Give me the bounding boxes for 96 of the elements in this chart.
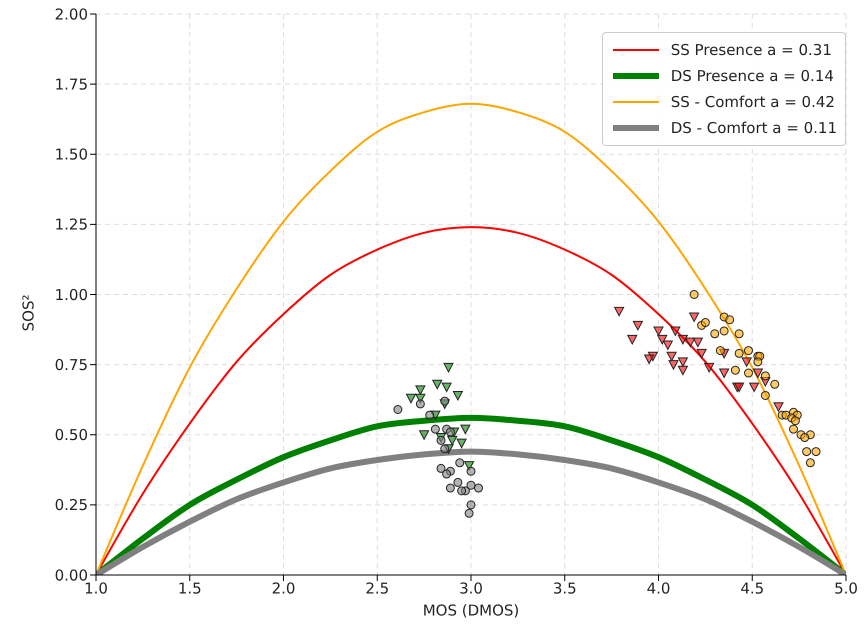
point xyxy=(436,464,446,473)
y-tick-label: 1.75 xyxy=(54,75,88,94)
point xyxy=(678,357,688,367)
point xyxy=(744,346,753,356)
y-tick-label: 1.25 xyxy=(54,216,88,234)
point xyxy=(689,312,700,322)
point xyxy=(474,484,483,493)
point xyxy=(654,326,664,336)
point xyxy=(632,320,643,330)
point xyxy=(685,338,696,348)
point xyxy=(725,315,734,324)
point xyxy=(446,484,455,493)
x-tick-label: 3.5 xyxy=(552,580,577,598)
legend-label: DS - Comfort a = 0.11 xyxy=(670,119,837,137)
point xyxy=(415,385,426,395)
y-tick-label: 0.25 xyxy=(54,496,88,514)
legend-label: DS Presence a = 0.14 xyxy=(670,67,834,85)
point xyxy=(678,366,688,376)
y-tick-label: 0.50 xyxy=(54,426,88,444)
point xyxy=(800,433,810,442)
point xyxy=(749,382,760,392)
point xyxy=(696,348,707,358)
point xyxy=(720,326,729,336)
point xyxy=(452,390,463,400)
point xyxy=(457,486,466,496)
legend-label: SS - Comfort a = 0.42 xyxy=(670,93,835,111)
point xyxy=(700,318,710,328)
point xyxy=(460,424,470,434)
point xyxy=(440,396,450,406)
point xyxy=(442,470,452,479)
point xyxy=(419,430,430,440)
point xyxy=(442,382,452,392)
x-tick-label: 1.0 xyxy=(84,580,108,598)
x-tick-label: 4.0 xyxy=(646,580,670,598)
point xyxy=(790,416,800,426)
point xyxy=(753,357,762,366)
point xyxy=(466,480,476,490)
y-tick-label: 1.50 xyxy=(54,146,88,164)
point xyxy=(464,508,474,518)
point xyxy=(644,354,654,364)
point xyxy=(690,290,699,299)
point xyxy=(444,362,454,372)
legend-label: SS Presence a = 0.31 xyxy=(670,41,832,59)
y-tick-label: 0.75 xyxy=(54,356,88,374)
point xyxy=(692,338,703,348)
point xyxy=(789,424,798,434)
point xyxy=(425,410,434,420)
point xyxy=(456,438,467,448)
point xyxy=(446,427,455,436)
point xyxy=(812,447,820,456)
x-tick-label: 1.5 xyxy=(178,580,202,598)
point xyxy=(416,399,425,408)
x-tick-label: 2.5 xyxy=(365,580,390,598)
point xyxy=(657,334,668,344)
point xyxy=(760,390,770,400)
point xyxy=(662,340,673,350)
point xyxy=(436,436,446,445)
y-tick-label: 1.00 xyxy=(54,286,88,304)
point xyxy=(430,424,440,434)
point xyxy=(744,368,753,378)
point xyxy=(770,380,780,389)
point xyxy=(670,326,680,336)
point xyxy=(447,436,458,446)
point xyxy=(742,357,752,367)
point xyxy=(704,362,714,372)
point xyxy=(666,352,677,362)
point xyxy=(466,466,476,476)
point xyxy=(455,458,464,468)
x-tick-label: 3.0 xyxy=(459,580,483,598)
x-tick-label: 4.5 xyxy=(740,580,764,598)
y-tick-label: 2.00 xyxy=(54,5,88,24)
point xyxy=(752,368,763,378)
point xyxy=(806,458,815,468)
point xyxy=(774,402,784,412)
point xyxy=(734,348,744,358)
point xyxy=(627,334,638,344)
point xyxy=(406,394,416,404)
point xyxy=(614,306,624,316)
point xyxy=(760,371,770,380)
x-tick-label: 5.0 xyxy=(834,580,858,598)
point xyxy=(453,478,462,487)
point xyxy=(432,380,442,390)
point xyxy=(466,500,476,510)
point xyxy=(710,329,720,338)
point xyxy=(716,346,725,356)
point xyxy=(719,368,730,378)
point xyxy=(440,444,450,454)
x-axis-title: MOS (DMOS) xyxy=(422,602,520,620)
point xyxy=(393,405,402,414)
x-tick-label: 2.0 xyxy=(272,580,296,598)
point xyxy=(678,334,688,344)
point xyxy=(730,366,740,375)
point xyxy=(802,447,812,456)
point xyxy=(734,329,744,338)
point xyxy=(668,360,678,370)
y-axis-title: SOS² xyxy=(19,294,38,332)
